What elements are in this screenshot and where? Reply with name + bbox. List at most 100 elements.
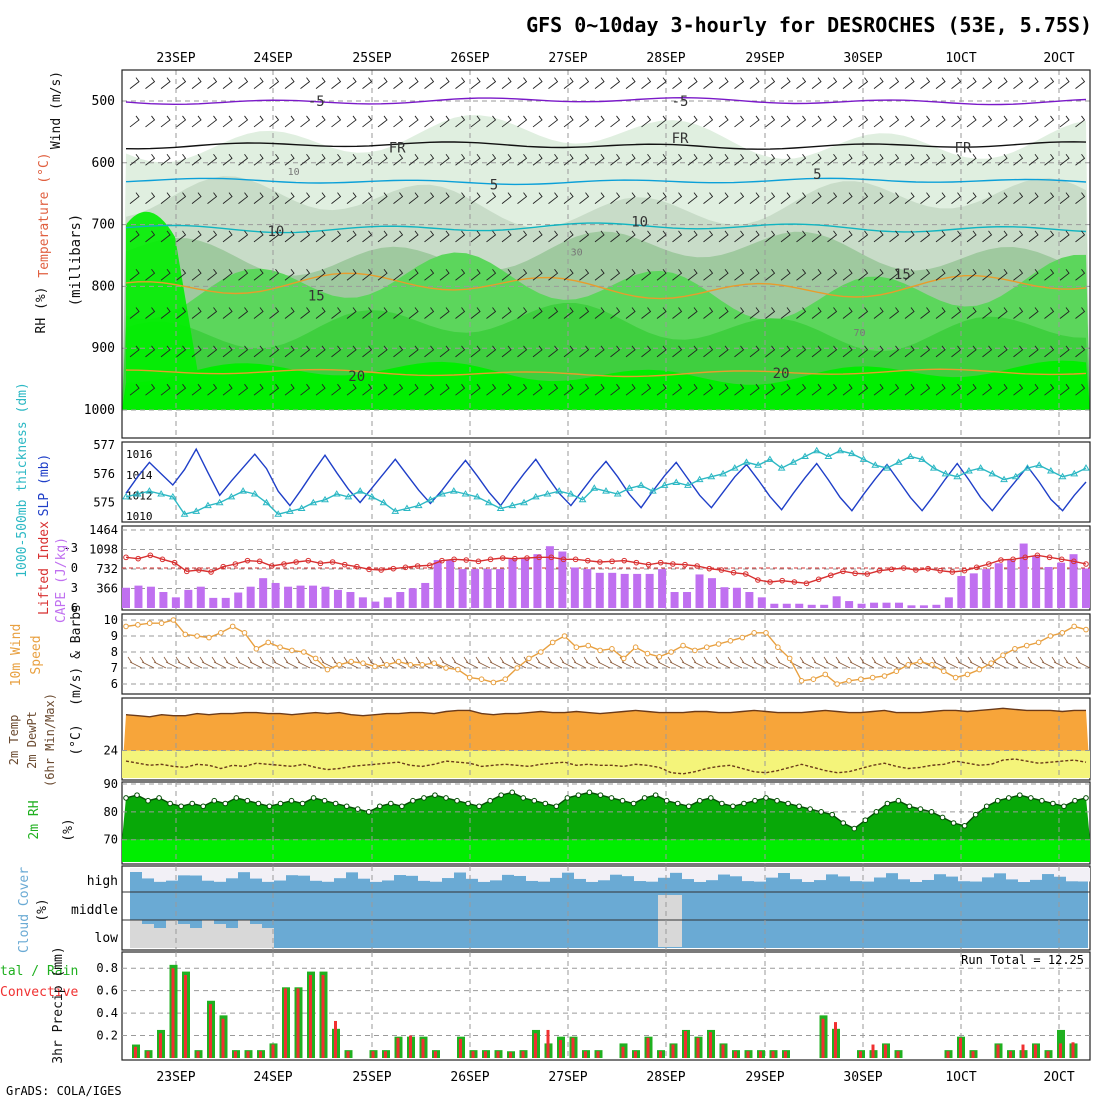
rh-line-marker	[785, 800, 791, 807]
wind-barb	[501, 77, 512, 89]
wind-speed-line-marker	[632, 644, 639, 651]
wind-barb	[687, 154, 698, 166]
cape-bar	[159, 592, 168, 608]
cape-bar	[545, 546, 554, 608]
rh-contour-label: 30	[571, 248, 583, 259]
wind-barb	[811, 345, 822, 358]
thickness-line-marker	[730, 464, 739, 471]
rh-fill	[122, 792, 1090, 840]
y-tick-label: 900	[92, 341, 115, 356]
wind-barb	[625, 115, 636, 128]
wind-barb	[315, 192, 326, 204]
convective-rain-bar	[246, 1051, 250, 1058]
wind-barb	[842, 307, 853, 319]
wind-barb	[269, 268, 280, 281]
thickness-line-marker	[403, 504, 411, 511]
wind-barb	[548, 307, 559, 319]
lifted-index-line-marker	[135, 555, 141, 562]
date-label-bottom: 23SEP	[156, 1070, 195, 1085]
wind-speed-line-marker	[206, 634, 212, 641]
wind-barb	[672, 383, 683, 396]
wind-barb	[765, 268, 776, 281]
high-cloud-gap	[622, 868, 634, 877]
wind-barb	[827, 230, 838, 243]
wind-barb	[247, 656, 263, 669]
wind-tick-label: 9	[111, 629, 118, 643]
low-cloud-gap	[202, 920, 214, 948]
wind-barb	[811, 154, 822, 166]
thickness-line-marker	[168, 492, 177, 500]
wind-speed-line-marker	[715, 641, 722, 647]
wind-barb	[1051, 656, 1067, 669]
cape-bar	[845, 601, 854, 608]
dewpoint-line	[125, 758, 1087, 775]
wind-barb	[393, 115, 404, 128]
cloud-frame	[121, 865, 1091, 951]
wind-barb	[408, 230, 419, 243]
high-cloud-gap	[190, 868, 202, 876]
rh-line-marker	[730, 803, 736, 810]
wind-barb	[656, 154, 667, 166]
wind-barb	[1028, 192, 1039, 204]
cape-bar	[757, 597, 766, 608]
wind-barb	[687, 115, 698, 128]
lifted-index-line-marker	[171, 559, 178, 566]
thickness-line-marker	[648, 487, 657, 494]
thickness-line-marker	[414, 501, 423, 509]
wind-barb	[207, 307, 218, 319]
wind-barb	[763, 656, 779, 669]
wind-barb	[284, 307, 295, 319]
wind-barb	[238, 192, 249, 204]
rh-line-marker	[178, 803, 184, 810]
wind-barb	[1059, 230, 1070, 243]
thickness-line-marker	[180, 510, 189, 517]
wind-speed-line-marker	[680, 642, 686, 649]
rh-line-marker	[167, 800, 173, 807]
thickness-line-marker	[871, 461, 880, 468]
wind-barb	[269, 230, 280, 243]
convective-rain-bar	[459, 1038, 462, 1058]
wind-barb	[796, 307, 807, 319]
wind-barb	[455, 268, 466, 281]
high-cloud-gap	[586, 868, 598, 882]
wind-barb	[315, 154, 326, 166]
wind-barb	[207, 230, 218, 243]
wind-speed-line-marker	[1047, 633, 1054, 639]
convective-rain-bar	[596, 1051, 600, 1058]
rh-line-marker	[652, 792, 659, 798]
rh-line-marker	[200, 803, 207, 810]
wind-speed-line-marker	[265, 639, 272, 646]
wind-barb	[253, 77, 264, 89]
wind-barb	[749, 307, 760, 319]
wind-barb	[222, 115, 233, 128]
wind-barb	[563, 268, 574, 281]
wind-barb	[610, 383, 621, 396]
wind-barb	[904, 345, 915, 358]
wind-barb	[408, 383, 419, 396]
cape-bar	[770, 603, 779, 608]
low-cloud-gap	[130, 920, 142, 948]
wind-barb	[780, 230, 791, 243]
rh-line-marker	[807, 806, 813, 812]
high-cloud-gap	[382, 868, 394, 881]
wind-barb	[873, 154, 884, 166]
thickness-line-marker	[672, 478, 681, 485]
wind-barb	[982, 77, 993, 89]
thickness-line-marker	[531, 492, 540, 500]
wind-barb	[920, 345, 931, 358]
wind-barb	[703, 307, 714, 319]
wind-barb	[424, 230, 435, 243]
wind-barb	[393, 345, 404, 358]
wind-barb	[346, 154, 357, 166]
wind-barb	[377, 192, 388, 204]
wind-speed-line-marker	[170, 617, 177, 623]
wind-speed-line-marker	[620, 655, 627, 662]
cape-bar	[533, 554, 542, 608]
wind-barb	[583, 656, 599, 669]
wind-barb	[811, 230, 822, 243]
convective-rain-bar	[171, 968, 175, 1058]
wind-barb	[408, 77, 419, 89]
rh-line-marker	[1083, 795, 1089, 801]
lifted-index-line-marker	[985, 561, 992, 567]
cape-bar	[820, 604, 829, 608]
